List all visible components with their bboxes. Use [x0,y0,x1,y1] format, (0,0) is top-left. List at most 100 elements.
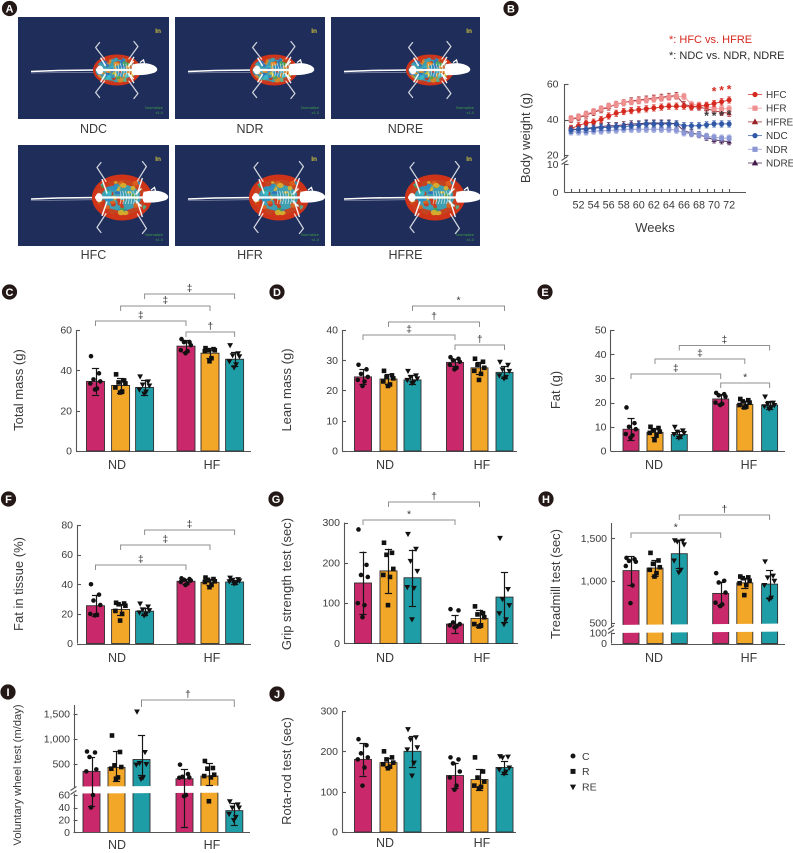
svg-text:500: 500 [52,759,70,771]
svg-text:ND: ND [376,836,394,850]
svg-text:Lean mass (g): Lean mass (g) [279,348,294,431]
svg-text:HF: HF [741,458,758,472]
svg-text:40: 40 [60,365,72,377]
svg-text:HF: HF [204,651,221,665]
svg-text:x1.0: x1.0 [466,237,474,242]
svg-text:56: 56 [603,200,615,212]
svg-text:Normalize: Normalize [145,232,164,237]
svg-text:NDR: NDR [766,145,788,156]
svg-text:Voluntary wheel test (m/day): Voluntary wheel test (m/day) [12,704,24,845]
svg-text:*: HFC vs. HFRE: *: HFC vs. HFRE [669,34,752,46]
svg-text:‡: ‡ [187,283,193,295]
svg-text:ND: ND [108,838,126,852]
svg-text:*: NDC vs. NDR, NDRE: *: NDC vs. NDR, NDRE [669,50,785,62]
svg-text:0: 0 [601,446,607,458]
svg-text:*: * [456,295,460,307]
svg-text:x1.0: x1.0 [466,110,474,115]
svg-text:Normalize: Normalize [456,105,475,110]
svg-text:Grip strength test (sec): Grip strength test (sec) [279,518,294,650]
svg-text:200: 200 [320,746,338,758]
svg-text:NDC: NDC [766,131,788,142]
svg-text:RE: RE [582,782,597,794]
svg-text:Treadmill test (sec): Treadmill test (sec) [548,529,563,639]
svg-text:ND: ND [376,458,394,472]
svg-text:70: 70 [708,200,720,212]
svg-text:E: E [541,287,548,299]
svg-text:HF: HF [741,651,758,665]
svg-text:*: * [704,109,709,123]
svg-text:NDRE: NDRE [388,122,423,136]
svg-text:‡: ‡ [722,334,728,346]
svg-text:10: 10 [326,415,338,427]
svg-text:62: 62 [648,200,660,212]
svg-text:Normalize: Normalize [145,105,164,110]
svg-text:40: 40 [61,579,73,591]
svg-text:In: In [311,28,317,35]
svg-text:‡: ‡ [138,554,144,566]
svg-text:I: I [6,687,9,699]
svg-text:HFRE: HFRE [766,117,793,128]
svg-text:*: * [727,108,732,122]
svg-text:54: 54 [588,200,600,212]
svg-text:Normalize: Normalize [301,105,320,110]
svg-text:0: 0 [601,638,607,650]
svg-text:x1.0: x1.0 [155,237,163,242]
svg-text:Body weight (g): Body weight (g) [518,93,533,183]
svg-text:20: 20 [595,397,607,409]
svg-text:30: 30 [326,355,338,367]
svg-text:64: 64 [663,200,675,212]
svg-text:HFC: HFC [81,248,107,262]
svg-text:In: In [466,156,472,163]
svg-text:0: 0 [332,827,338,839]
svg-text:60: 60 [633,200,645,212]
svg-text:NDC: NDC [80,122,107,136]
svg-text:40: 40 [326,325,338,337]
svg-text:H: H [542,494,550,506]
svg-text:40: 40 [58,802,70,814]
svg-text:ND: ND [108,651,126,665]
svg-text:Weeks: Weeks [635,220,675,235]
svg-text:†: † [477,334,483,346]
svg-text:66: 66 [678,200,690,212]
svg-text:Fat (g): Fat (g) [548,371,563,409]
svg-text:60: 60 [547,79,559,91]
svg-text:*: * [719,108,724,122]
svg-text:HF: HF [474,651,491,665]
svg-text:58: 58 [618,200,630,212]
svg-text:x1.0: x1.0 [311,110,319,115]
svg-text:40: 40 [547,114,559,126]
svg-text:†: † [431,311,437,323]
svg-text:F: F [5,494,12,506]
svg-text:20: 20 [60,405,72,417]
svg-text:20: 20 [547,150,559,162]
svg-text:‡: ‡ [406,324,412,336]
svg-text:300: 300 [320,706,338,718]
svg-text:0: 0 [64,827,70,839]
svg-text:20: 20 [326,385,338,397]
svg-text:D: D [273,287,281,299]
svg-text:‡: ‡ [673,363,679,375]
svg-text:HFR: HFR [766,104,787,115]
svg-text:40: 40 [595,349,607,361]
svg-text:x1.0: x1.0 [155,110,163,115]
svg-text:0: 0 [553,187,559,199]
svg-text:10: 10 [547,159,559,171]
svg-text:C: C [582,751,590,763]
svg-text:*: * [712,109,717,123]
svg-text:20: 20 [58,815,70,827]
svg-text:0: 0 [67,638,73,650]
svg-text:*: * [407,509,411,521]
svg-text:*: * [719,83,724,97]
svg-text:HFR: HFR [237,248,263,262]
svg-text:1,000: 1,000 [581,575,607,587]
svg-text:‡: ‡ [162,295,168,307]
svg-text:500: 500 [589,618,607,630]
svg-text:C: C [6,287,14,299]
svg-text:HFC: HFC [766,90,787,101]
svg-text:1,000: 1,000 [44,734,70,746]
svg-text:G: G [272,494,281,506]
svg-text:72: 72 [723,200,735,212]
svg-text:ND: ND [108,458,126,472]
svg-text:‡: ‡ [697,348,703,360]
svg-text:HFRE: HFRE [388,248,422,262]
